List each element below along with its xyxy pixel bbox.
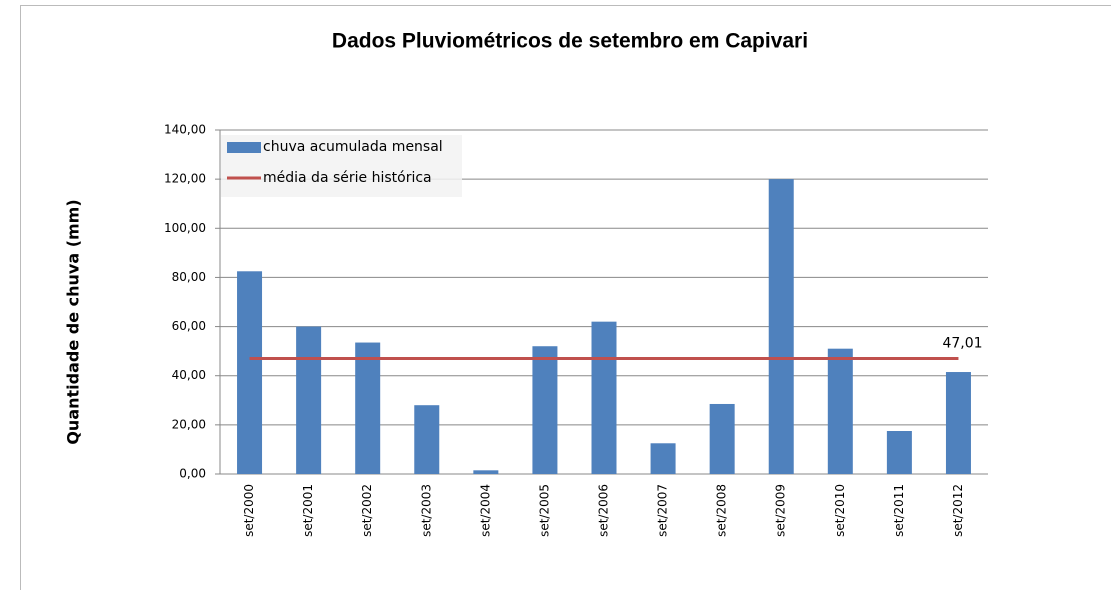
- y-tick-label: 60,00: [172, 319, 206, 333]
- x-tick-label: set/2006: [597, 484, 611, 537]
- bar: [886, 431, 912, 474]
- y-tick-label: 80,00: [172, 270, 206, 284]
- chart-frame: [20, 5, 1111, 590]
- bar: [945, 372, 971, 474]
- y-tick-label: 40,00: [172, 368, 206, 382]
- x-tick-label: set/2005: [537, 484, 551, 537]
- x-tick-label: set/2009: [774, 484, 788, 537]
- x-tick-label: set/2001: [301, 484, 315, 537]
- bar: [473, 470, 499, 474]
- x-tick-label: set/2007: [656, 484, 670, 537]
- bar: [237, 271, 263, 474]
- x-tick-label: set/2010: [833, 484, 847, 537]
- legend-swatch: [227, 142, 261, 153]
- bar: [591, 321, 617, 474]
- data-label: 47,01: [942, 335, 982, 351]
- y-tick-label: 20,00: [172, 417, 206, 431]
- bar: [296, 326, 322, 474]
- bar: [355, 342, 381, 474]
- y-tick-label: 120,00: [164, 172, 206, 186]
- legend-label: média da série histórica: [263, 170, 432, 186]
- legend-box: [221, 135, 462, 197]
- y-tick-label: 0,00: [179, 467, 206, 481]
- x-tick-label: set/2002: [360, 484, 374, 537]
- bar: [768, 179, 794, 474]
- y-tick-label: 140,00: [164, 123, 206, 137]
- x-tick-label: set/2003: [419, 484, 433, 537]
- y-tick-label: 100,00: [164, 221, 206, 235]
- bar: [650, 443, 676, 474]
- bar: [532, 346, 558, 474]
- x-tick-label: set/2008: [715, 484, 729, 537]
- x-tick-label: set/2004: [478, 484, 492, 537]
- x-tick-label: set/2011: [892, 484, 906, 537]
- bar: [414, 405, 440, 474]
- legend-label: chuva acumulada mensal: [263, 139, 443, 155]
- chart-title: Dados Pluviométricos de setembro em Capi…: [332, 30, 808, 53]
- bar: [709, 403, 735, 474]
- bar: [827, 348, 853, 474]
- x-tick-label: set/2000: [242, 484, 256, 537]
- x-tick-label: set/2012: [951, 484, 965, 537]
- y-axis-label: Quantidade de chuva (mm): [64, 199, 83, 444]
